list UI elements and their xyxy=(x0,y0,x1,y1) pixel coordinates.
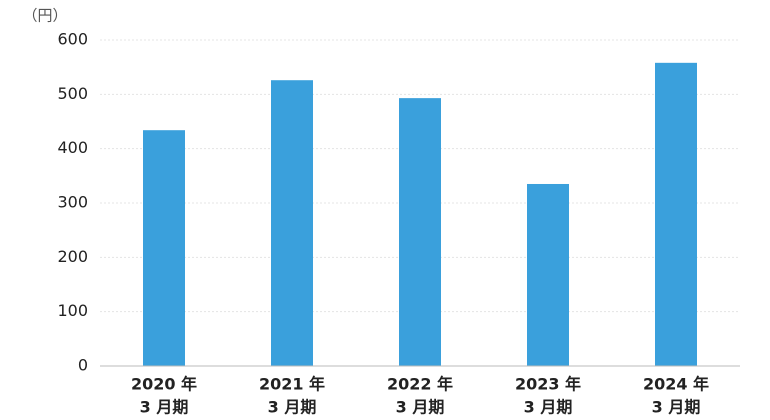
x-tick-label: 2021 年 xyxy=(259,375,325,394)
y-tick-label: 400 xyxy=(57,138,88,157)
bar xyxy=(399,98,441,367)
bar xyxy=(655,62,697,366)
bar xyxy=(271,80,313,366)
x-tick-label: 3 月期 xyxy=(652,398,701,417)
y-tick-label: 500 xyxy=(57,84,88,103)
x-tick-label: 2023 年 xyxy=(515,375,581,394)
x-tick-label: 2022 年 xyxy=(387,375,453,394)
x-tick-label: 3 月期 xyxy=(268,398,317,417)
y-tick-label: 300 xyxy=(57,193,88,212)
bar xyxy=(527,183,569,366)
x-tick-label: 3 月期 xyxy=(140,398,189,417)
y-tick-label: 200 xyxy=(57,247,88,266)
bar xyxy=(143,130,185,366)
unit-label: （円） xyxy=(22,7,67,25)
y-tick-label: 0 xyxy=(78,356,88,375)
y-tick-label: 100 xyxy=(57,301,88,320)
x-tick-label: 3 月期 xyxy=(524,398,573,417)
x-tick-label: 3 月期 xyxy=(396,398,445,417)
x-tick-label: 2024 年 xyxy=(643,375,709,394)
x-tick-label: 2020 年 xyxy=(131,375,197,394)
y-tick-label: 600 xyxy=(57,30,88,49)
